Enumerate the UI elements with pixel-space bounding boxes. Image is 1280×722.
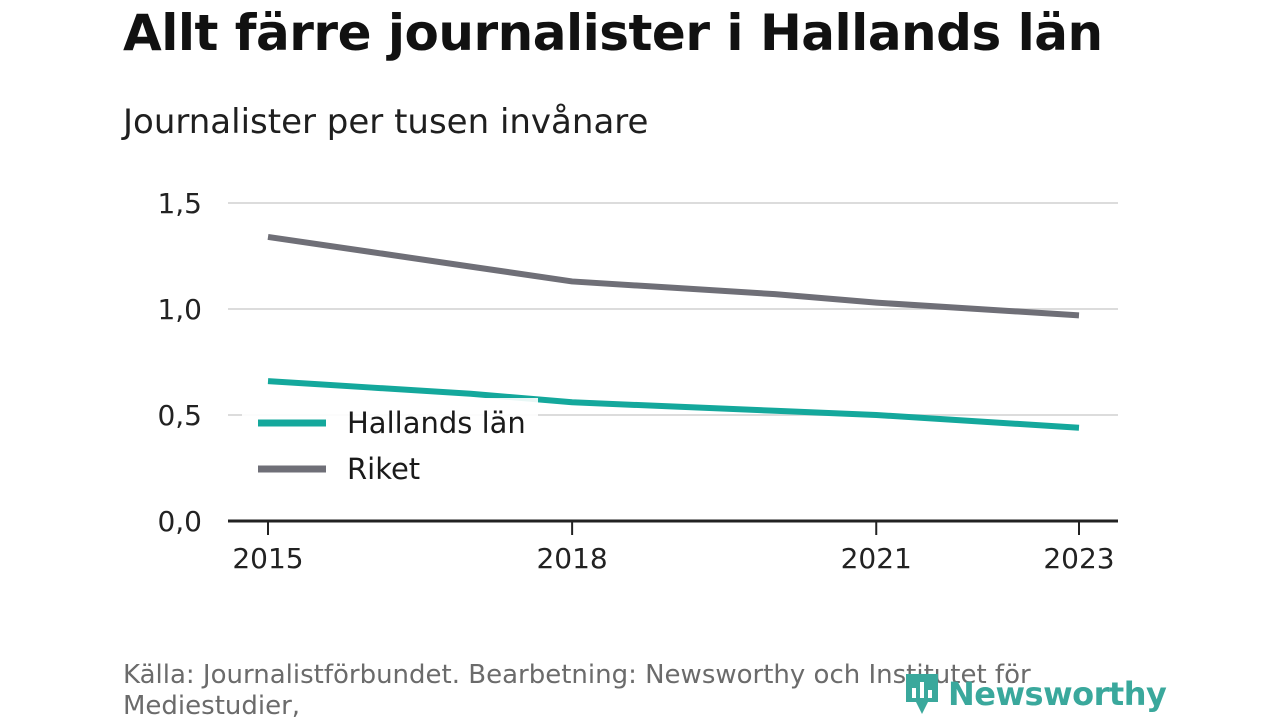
- x-tick-label: 2015: [232, 542, 303, 575]
- legend-background: [242, 398, 538, 498]
- x-tick-label: 2023: [1043, 542, 1114, 575]
- x-tick-label: 2018: [536, 542, 607, 575]
- logo-text: Newsworthy: [948, 675, 1167, 713]
- legend: Hallands län Riket: [242, 398, 538, 498]
- bar-chart-pin-icon: [906, 674, 938, 714]
- chart-title: Allt färre journalister i Hallands län: [123, 4, 1103, 62]
- series-line-0: [267, 378, 1080, 431]
- newsworthy-logo: Newsworthy: [902, 670, 1167, 718]
- x-tick-label: 2021: [841, 542, 912, 575]
- y-tick-label: 1,5: [157, 187, 202, 220]
- legend-label: Riket: [347, 452, 420, 486]
- y-tick-labels: 0,0 0,5 1,0 1,5: [157, 187, 202, 538]
- series-line-1: [267, 233, 1080, 319]
- source-note: Källa: Journalistförbundet. Bearbetning:…: [123, 660, 1031, 721]
- line-chart: 0,0 0,5 1,0 1,5 2015 2018 2021 2023 Hallands l…: [157, 187, 1118, 575]
- x-axis: 2015 2018 2021 2023: [228, 519, 1118, 575]
- legend-label: Hallands län: [347, 406, 526, 440]
- series-lines: [267, 233, 1080, 431]
- y-tick-label: 0,0: [157, 505, 202, 538]
- y-tick-label: 0,5: [157, 399, 202, 432]
- chart-subtitle: Journalister per tusen invånare: [123, 102, 649, 142]
- y-tick-label: 1,0: [157, 293, 202, 326]
